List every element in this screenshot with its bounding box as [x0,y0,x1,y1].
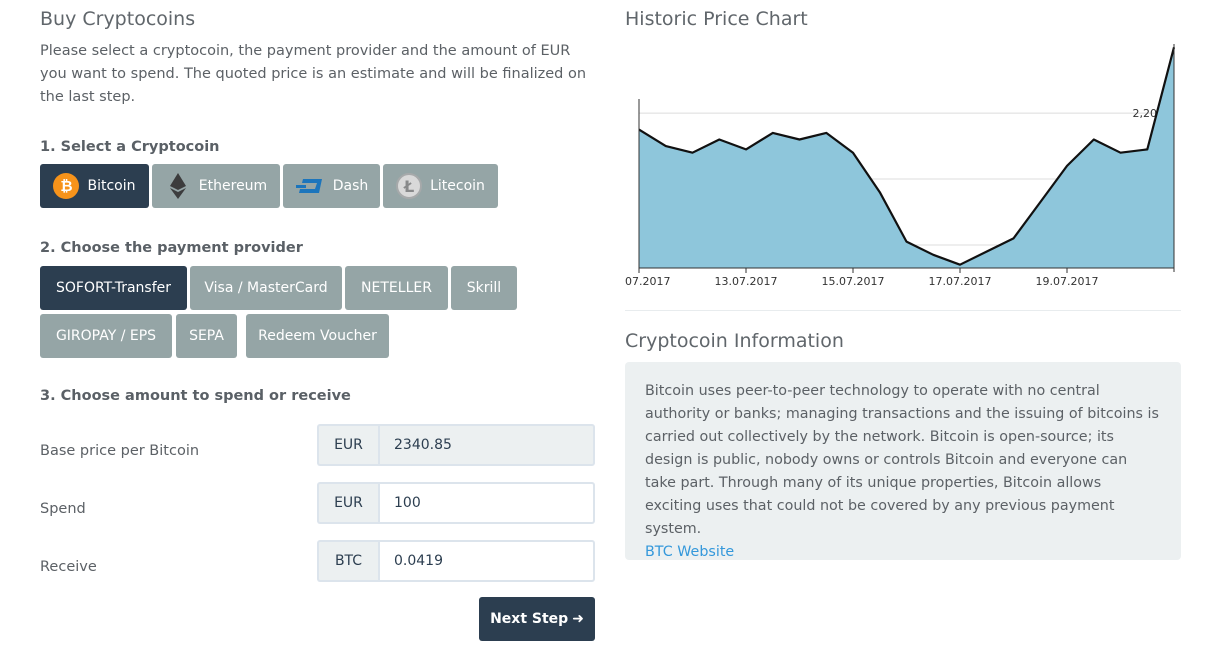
info-text: Bitcoin uses peer-to-peer technology to … [645,383,1159,537]
chart-title: Historic Price Chart [625,8,808,30]
dash-icon [295,173,325,199]
provider-sepa-button[interactable]: SEPA [176,314,237,358]
currency-addon: BTC [317,540,378,582]
price-chart-svg: 1,8002,0002,20011.07.201713.07.201715.07… [608,44,1176,288]
divider [625,310,1181,311]
base-price-input [378,424,595,466]
coin-litecoin-button[interactable]: Ł Litecoin [383,164,498,208]
coin-label: Ethereum [198,178,268,194]
arrow-right-icon: ➜ [572,611,584,627]
step1-heading: 1. Select a Cryptocoin [40,139,220,155]
x-tick-label: 15.07.2017 [822,275,885,288]
provider-voucher-button[interactable]: Redeem Voucher [246,314,389,358]
price-chart: 1,8002,0002,20011.07.201713.07.201715.07… [608,40,1181,290]
provider-giropay-button[interactable]: GIROPAY / EPS [40,314,172,358]
buy-title: Buy Cryptocoins [40,8,196,30]
receive-group: BTC [317,540,595,582]
spend-label: Spend [40,501,86,517]
currency-addon: EUR [317,424,378,466]
x-tick-label: 19.07.2017 [1036,275,1099,288]
base-price-group: EUR [317,424,595,466]
receive-label: Receive [40,559,97,575]
bitcoin-icon: ₿ [53,173,80,199]
spend-input[interactable] [378,482,595,524]
buy-intro: Please select a cryptocoin, the payment … [40,43,587,105]
coin-label: Bitcoin [87,178,136,194]
spend-group: EUR [317,482,595,524]
next-step-button[interactable]: Next Step ➜ [479,597,595,641]
x-tick-label: 11.07.2017 [625,275,670,288]
step2-heading: 2. Choose the payment provider [40,240,303,256]
x-tick-label: 17.07.2017 [929,275,992,288]
provider-sofort-button[interactable]: SOFORT-Transfer [40,266,187,310]
coin-bitcoin-button[interactable]: ₿ Bitcoin [40,164,149,208]
coin-ethereum-button[interactable]: Ethereum [152,164,280,208]
receive-input[interactable] [378,540,595,582]
info-box: Bitcoin uses peer-to-peer technology to … [625,362,1181,560]
provider-neteller-button[interactable]: NETELLER [345,266,448,310]
ethereum-icon [165,173,191,199]
coin-dash-button[interactable]: Dash [283,164,380,208]
price-line [638,47,1176,266]
coin-label: Litecoin [430,178,485,194]
step3-heading: 3. Choose amount to spend or receive [40,388,351,404]
provider-card-button[interactable]: Visa / MasterCard [190,266,342,310]
x-tick-label: 13.07.2017 [715,275,778,288]
info-title: Cryptocoin Information [625,330,844,352]
base-price-label: Base price per Bitcoin [40,443,200,459]
btc-website-link[interactable]: BTC Website [645,544,735,560]
next-step-label: Next Step [490,611,569,627]
coin-label: Dash [332,178,369,194]
currency-addon: EUR [317,482,378,524]
price-area [639,47,1174,268]
provider-skrill-button[interactable]: Skrill [451,266,517,310]
litecoin-icon: Ł [396,173,423,199]
